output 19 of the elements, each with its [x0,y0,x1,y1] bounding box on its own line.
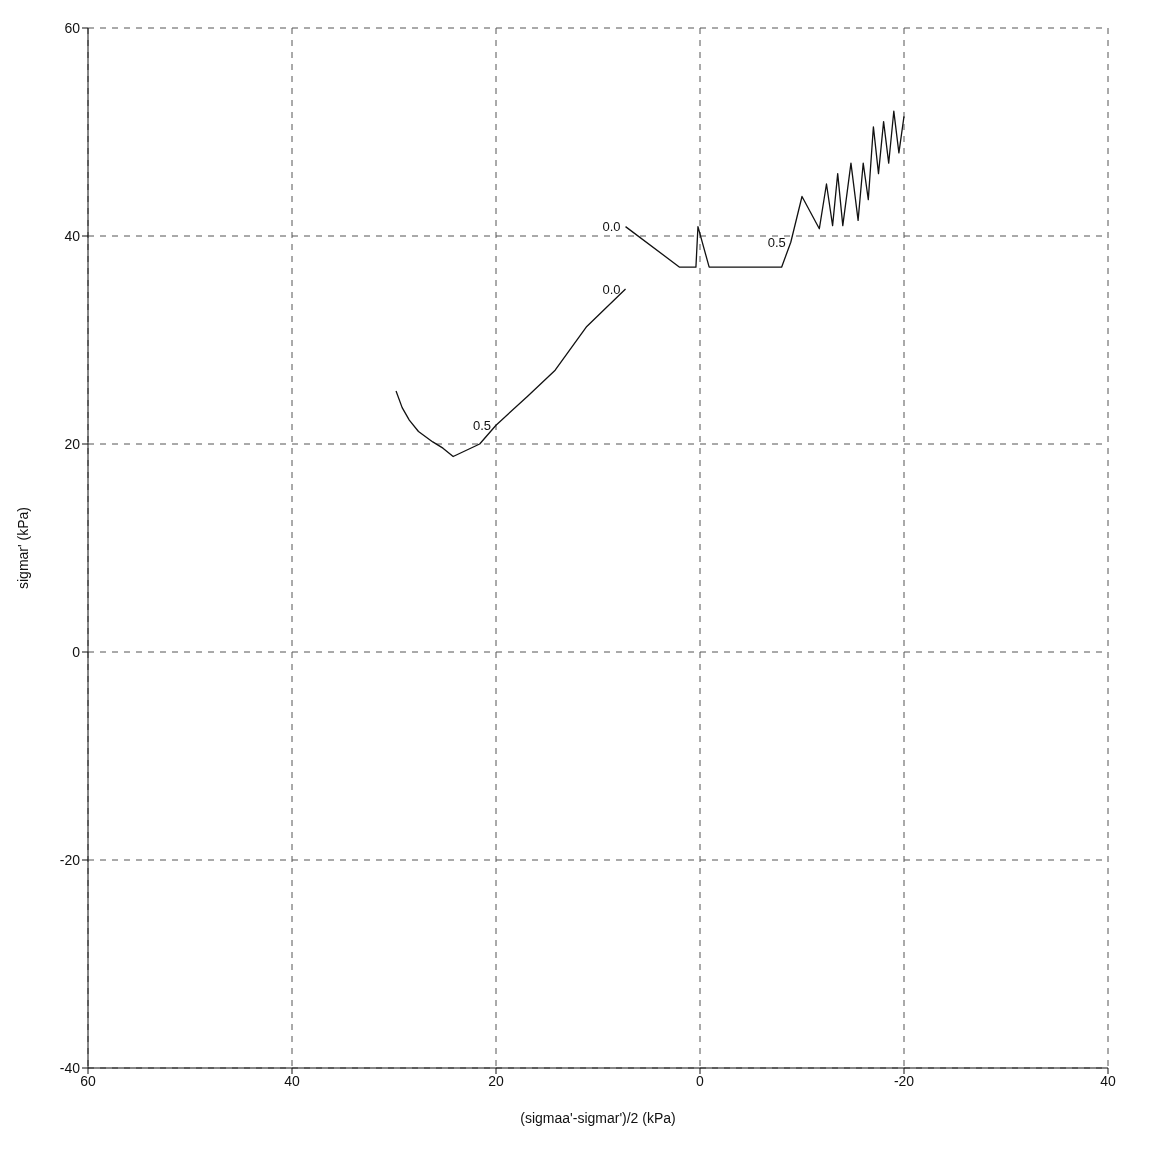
x-tick-label: 40 [1100,1072,1116,1089]
annotation: 0.5 [472,417,491,433]
x-tick-label: 0 [696,1072,705,1089]
y-axis-title: sigmar' (kPa) [14,506,31,590]
y-tick-label: -40 [59,1059,81,1076]
annotation: 0.0 [602,281,621,297]
x-tick-label: 20 [488,1072,504,1089]
x-tick-label: 40 [284,1072,300,1089]
y-tick-label: 40 [64,227,81,244]
y-tick-label: 0 [72,643,81,660]
x-tick-label: -20 [893,1072,915,1089]
line-series [624,110,905,268]
annotation: 0.0 [602,219,621,235]
x-tick-label: 60 [80,1072,96,1089]
x-axis-title: (sigmaa'-sigmar')/2 (kPa) [520,1110,676,1126]
y-tick-label: -20 [59,851,81,868]
annotation: 0.5 [767,234,786,250]
y-tick-label: 60 [64,19,81,36]
y-tick-label: 20 [64,435,81,452]
